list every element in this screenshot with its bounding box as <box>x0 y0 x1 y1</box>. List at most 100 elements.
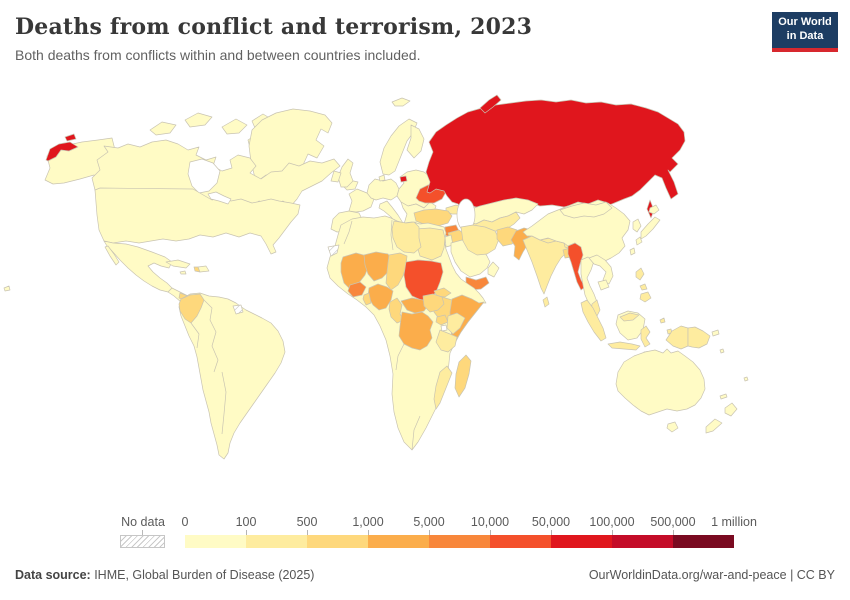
data-source-note: Data source: IHME, Global Burden of Dise… <box>15 568 314 582</box>
country-dominican-republic[interactable] <box>197 265 210 273</box>
country-taiwan[interactable] <box>629 247 636 256</box>
country-russia[interactable] <box>425 99 686 209</box>
country-burkina-faso[interactable] <box>347 281 367 298</box>
country-united-states[interactable] <box>94 187 301 255</box>
country-china[interactable] <box>522 199 631 263</box>
legend-color-segment[interactable] <box>673 535 734 548</box>
philippines-mindanao[interactable] <box>639 291 652 303</box>
country-colombia[interactable] <box>178 293 205 324</box>
arctic-island[interactable] <box>149 121 177 136</box>
legend-tick-label: 1 million <box>711 515 757 529</box>
legend-tick-label: 500 <box>296 515 318 529</box>
legend-color-segment[interactable] <box>368 535 429 548</box>
hawaii[interactable] <box>3 285 11 292</box>
new-zealand-north[interactable] <box>724 402 738 417</box>
legend-color-segment[interactable] <box>612 535 673 548</box>
legend-no-data-swatch[interactable] <box>120 535 165 548</box>
chart-subtitle: Both deaths from conflicts within and be… <box>15 47 421 64</box>
central-europe[interactable] <box>366 178 400 201</box>
new-zealand-south[interactable] <box>705 418 723 434</box>
benin-togo[interactable] <box>362 292 372 306</box>
legend-no-data-label[interactable]: No data <box>121 515 165 529</box>
arctic-island[interactable] <box>221 118 248 135</box>
country-niger[interactable] <box>363 251 393 282</box>
maluku[interactable] <box>659 317 666 324</box>
data-source-label: Data source: <box>15 568 91 582</box>
country-jamaica[interactable] <box>179 270 187 275</box>
japan-kyushu[interactable] <box>635 236 643 246</box>
country-denmark[interactable] <box>378 174 386 182</box>
japan-honshu[interactable] <box>640 216 661 240</box>
country-kenya[interactable] <box>446 312 466 335</box>
legend-tick-label: 5,000 <box>413 515 445 529</box>
country-sri-lanka[interactable] <box>542 296 550 308</box>
oceania-group <box>615 325 749 434</box>
asia-group <box>413 197 673 361</box>
country-mongolia[interactable] <box>559 201 613 219</box>
laos-vietnam[interactable] <box>588 254 614 285</box>
legend-color-segment[interactable] <box>551 535 612 548</box>
country-cambodia[interactable] <box>597 279 610 291</box>
country-papua-new-guinea[interactable] <box>687 326 711 349</box>
attribution-link[interactable]: OurWorldinData.org/war-and-peace | CC BY <box>588 568 835 582</box>
country-libya[interactable] <box>391 220 422 254</box>
map-legend: No data 0 100 500 1,000 5,000 10,000 50,000 100… <box>0 513 850 555</box>
country-south-sudan[interactable] <box>422 293 445 313</box>
legend-color-segment[interactable] <box>185 535 246 548</box>
legend-no-data-tick <box>142 530 143 535</box>
country-russia-kaliningrad[interactable] <box>399 175 408 183</box>
country-madagascar[interactable] <box>454 354 472 398</box>
sulawesi[interactable] <box>640 325 651 348</box>
territory-western-sahara[interactable] <box>327 244 340 257</box>
country-russia-chukotka[interactable] <box>45 141 79 162</box>
country-chad[interactable] <box>385 252 408 291</box>
korea-peninsula[interactable] <box>632 218 642 233</box>
novaya-zemlya[interactable] <box>479 94 502 114</box>
java[interactable] <box>607 341 641 351</box>
sumatra[interactable] <box>580 299 607 342</box>
country-finland[interactable] <box>406 124 425 159</box>
malaysia-borneo[interactable] <box>619 312 640 322</box>
fiji[interactable] <box>743 376 749 382</box>
legend-color-segment[interactable] <box>307 535 368 548</box>
great-lakes <box>207 191 232 205</box>
territory-french-guiana[interactable] <box>232 304 244 315</box>
arctic-island[interactable] <box>184 112 213 128</box>
data-source-text: IHME, Global Burden of Disease (2025) <box>90 568 315 582</box>
country-turkey[interactable] <box>413 208 453 227</box>
legend-tick-label: 50,000 <box>531 515 571 529</box>
country-australia[interactable] <box>615 348 706 416</box>
japan-hokkaido[interactable] <box>648 204 660 215</box>
owid-logo[interactable]: Our World in Data <box>772 12 838 48</box>
country-oman[interactable] <box>487 261 500 278</box>
baja-california[interactable] <box>104 245 120 266</box>
legend-tick-label: 1,000 <box>352 515 384 529</box>
philippines-visayas[interactable] <box>639 283 648 291</box>
solomon-islands[interactable] <box>719 348 725 354</box>
svalbard[interactable] <box>391 97 411 107</box>
south-america-borders <box>190 299 227 435</box>
legend-color-segment[interactable] <box>429 535 490 548</box>
owid-logo-accent-bar <box>772 48 838 52</box>
tasmania[interactable] <box>666 421 679 433</box>
country-ireland[interactable] <box>330 170 342 183</box>
lake-victoria <box>440 324 448 332</box>
legend-color-segment[interactable] <box>490 535 551 548</box>
country-dr-congo[interactable] <box>398 311 434 351</box>
country-mexico[interactable] <box>103 240 173 293</box>
legend-colorbar[interactable] <box>185 535 734 548</box>
legend-color-segment[interactable] <box>246 535 307 548</box>
chart-header: Deaths from conflict and terrorism, 2023… <box>15 14 755 63</box>
philippines-luzon[interactable] <box>635 267 645 281</box>
hudson-bay <box>187 158 221 194</box>
country-tanzania[interactable] <box>435 329 458 353</box>
country-mozambique[interactable] <box>433 365 453 410</box>
country-russia-chukotka-tip[interactable] <box>64 133 77 142</box>
owid-logo-line1: Our World <box>778 16 832 29</box>
country-uganda[interactable] <box>435 314 449 326</box>
country-india[interactable] <box>522 235 571 295</box>
new-caledonia[interactable] <box>719 393 728 400</box>
new-britain[interactable] <box>711 329 720 337</box>
country-cuba[interactable] <box>165 259 191 269</box>
country-iran[interactable] <box>460 224 500 256</box>
